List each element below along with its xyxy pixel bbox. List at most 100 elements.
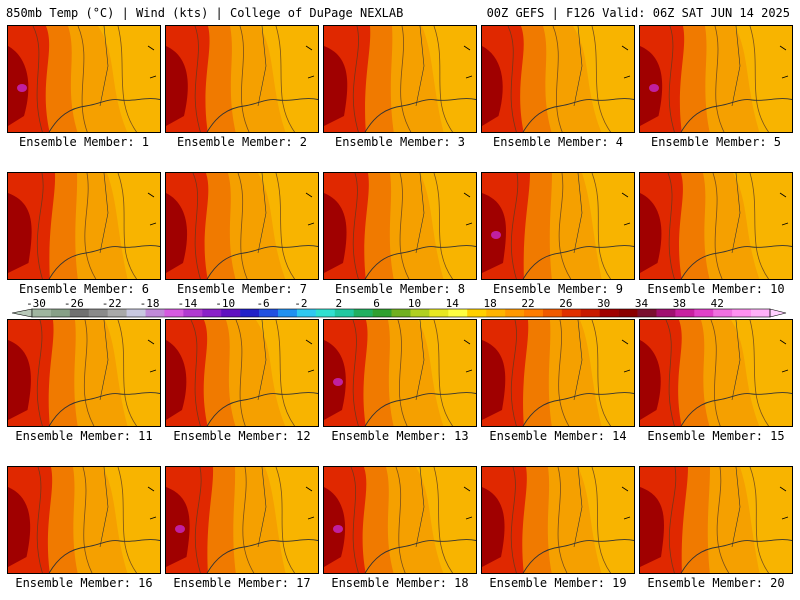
- ensemble-member-label: Ensemble Member: 6: [18, 282, 150, 296]
- colorbar-swatch: [202, 309, 222, 317]
- colorbar-swatch: [637, 309, 657, 317]
- colorbar-swatch: [32, 309, 52, 317]
- ensemble-map-panel: [7, 319, 161, 427]
- temperature-map: [640, 467, 792, 573]
- temperature-map: [640, 26, 792, 132]
- ensemble-map-panel: [639, 466, 793, 574]
- temperature-map: [166, 320, 318, 426]
- temperature-map: [166, 467, 318, 573]
- colorbar-swatch: [599, 309, 619, 317]
- colorbar-right-arrow: [769, 308, 787, 318]
- ensemble-map-panel: [639, 319, 793, 427]
- colorbar-swatch: [656, 309, 676, 317]
- colorbar-tick-label: -10: [215, 297, 235, 310]
- colorbar-tick-label: -2: [294, 297, 307, 310]
- temperature-map: [166, 173, 318, 279]
- temperature-map: [8, 320, 160, 426]
- ensemble-member-label: Ensemble Member: 16: [15, 576, 153, 590]
- ensemble-member-label: Ensemble Member: 13: [331, 429, 469, 443]
- colorbar-swatch: [126, 309, 146, 317]
- temperature-map: [324, 173, 476, 279]
- colorbar-swatch: [542, 309, 563, 317]
- colorbar-swatch: [391, 309, 411, 317]
- colorbar-swatch: [618, 309, 638, 317]
- ensemble-member-label: Ensemble Member: 5: [650, 135, 782, 149]
- colorbar-swatch: [164, 309, 184, 317]
- ensemble-map-panel: [165, 319, 319, 427]
- ensemble-member-label: Ensemble Member: 12: [173, 429, 311, 443]
- colorbar-tick-label: -6: [256, 297, 269, 310]
- ensemble-map-panel: [7, 172, 161, 280]
- colorbar-tick-label: 34: [635, 297, 649, 310]
- temperature-map: [324, 26, 476, 132]
- temperature-map: [482, 320, 634, 426]
- colorbar-tick-label: -26: [64, 297, 84, 310]
- colorbar-swatch: [221, 309, 241, 317]
- colorbar-swatch: [50, 309, 71, 317]
- colorbar-swatch: [429, 309, 449, 317]
- colorbar-swatch: [751, 309, 771, 317]
- colorbar-tick-label: 42: [711, 297, 724, 310]
- colorbar-tick-label: 14: [446, 297, 460, 310]
- temperature-map: [482, 173, 634, 279]
- colorbar-swatch: [675, 309, 695, 317]
- temperature-map: [324, 320, 476, 426]
- ensemble-map-panel: [481, 25, 635, 133]
- temperature-map: [482, 467, 634, 573]
- colorbar-swatch: [580, 309, 600, 317]
- colorbar-tick-label: 18: [484, 297, 497, 310]
- temperature-map: [8, 467, 160, 573]
- ensemble-member-label: Ensemble Member: 7: [176, 282, 308, 296]
- temperature-map: [640, 173, 792, 279]
- colorbar-swatches: [11, 308, 787, 318]
- ensemble-member-label: Ensemble Member: 4: [492, 135, 624, 149]
- colorbar-swatch: [467, 309, 487, 317]
- colorbar-swatch: [69, 309, 90, 317]
- colorbar-swatch: [183, 309, 203, 317]
- ensemble-map-panel: [481, 466, 635, 574]
- ensemble-map-panel: [7, 25, 161, 133]
- colorbar-swatch: [145, 309, 165, 317]
- colorbar-swatch: [315, 309, 336, 317]
- ensemble-member-label: Ensemble Member: 9: [492, 282, 624, 296]
- temperature-map: [482, 26, 634, 132]
- colorbar-tick-label: -22: [102, 297, 122, 310]
- ensemble-member-label: Ensemble Member: 10: [647, 282, 785, 296]
- colorbar-swatch: [524, 309, 544, 317]
- ensemble-member-label: Ensemble Member: 20: [647, 576, 785, 590]
- colorbar-swatch: [448, 309, 468, 317]
- colorbar-swatch: [561, 309, 582, 317]
- temperature-map: [166, 26, 318, 132]
- colorbar-swatch: [486, 309, 506, 317]
- ensemble-member-label: Ensemble Member: 2: [176, 135, 308, 149]
- ensemble-map-panel: [7, 466, 161, 574]
- colorbar-ticks: -30 -26 -22 -18 -14 -10 -6 -2 2 6 10 14 18 22 26 30 34 38…: [26, 297, 724, 317]
- ensemble-member-label: Ensemble Member: 11: [15, 429, 153, 443]
- ensemble-member-label: Ensemble Member: 3: [334, 135, 466, 149]
- colorbar-tick-label: 10: [408, 297, 421, 310]
- colorbar-swatch: [240, 309, 260, 317]
- colorbar-swatch: [713, 309, 733, 317]
- header-left-title: 850mb Temp (°C) | Wind (kts) | College o…: [6, 6, 404, 20]
- ensemble-map-panel: [165, 172, 319, 280]
- temperature-map: [8, 173, 160, 279]
- colorbar-swatch: [259, 309, 279, 317]
- ensemble-map-panel: [323, 466, 477, 574]
- ensemble-member-label: Ensemble Member: 8: [334, 282, 466, 296]
- ensemble-map-panel: [165, 466, 319, 574]
- temperature-map: [324, 467, 476, 573]
- colorbar-tick-label: -30: [26, 297, 46, 310]
- colorbar-swatch: [372, 309, 392, 317]
- temperature-map: [8, 26, 160, 132]
- colorbar-swatch: [278, 309, 298, 317]
- ensemble-map-panel: [323, 319, 477, 427]
- ensemble-member-label: Ensemble Member: 18: [331, 576, 469, 590]
- ensemble-member-label: Ensemble Member: 1: [18, 135, 150, 149]
- temperature-map: [640, 320, 792, 426]
- ensemble-member-label: Ensemble Member: 14: [489, 429, 627, 443]
- colorbar-swatch: [694, 309, 714, 317]
- colorbar-left-arrow: [11, 308, 33, 318]
- colorbar-tick-label: 30: [597, 297, 610, 310]
- header-right-title: 00Z GEFS | F126 Valid: 06Z SAT JUN 14 20…: [486, 6, 790, 20]
- colorbar-swatch: [88, 309, 108, 317]
